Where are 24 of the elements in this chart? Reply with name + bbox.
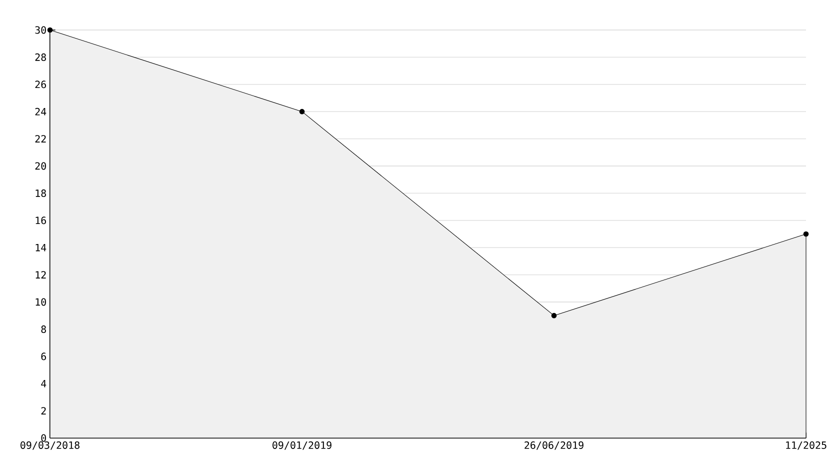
x-tick-label: 11/2025 bbox=[786, 441, 826, 450]
y-tick-label: 26 bbox=[35, 80, 46, 88]
x-tick-label: 26/06/2019 bbox=[524, 441, 584, 450]
point bbox=[47, 27, 53, 33]
y-tick-label: 4 bbox=[41, 380, 46, 388]
y-tick-label: 24 bbox=[35, 108, 46, 116]
y-tick-label: 18 bbox=[36, 189, 46, 197]
y-tick-label: 20 bbox=[35, 162, 46, 170]
y-tick-label: 2 bbox=[41, 407, 46, 415]
y-tick-label: 14 bbox=[36, 244, 46, 252]
point bbox=[803, 231, 809, 237]
y-tick-label: 0 bbox=[41, 434, 46, 442]
point bbox=[551, 312, 557, 318]
y-tick-label: 12 bbox=[36, 271, 46, 279]
x-tick-label: 09/03/2018 bbox=[20, 441, 80, 450]
y-tick-label: 28 bbox=[35, 53, 46, 61]
y-tick-label: 10 bbox=[36, 298, 46, 306]
point bbox=[299, 108, 305, 114]
x-tick-label: 09/01/2019 bbox=[272, 441, 332, 450]
y-tick-label: 8 bbox=[41, 325, 46, 333]
y-tick-label: 16 bbox=[36, 216, 46, 224]
y-tick-label: 22 bbox=[35, 135, 46, 143]
y-tick-label: 30 bbox=[35, 26, 46, 34]
y-tick-label: 6 bbox=[41, 352, 46, 360]
